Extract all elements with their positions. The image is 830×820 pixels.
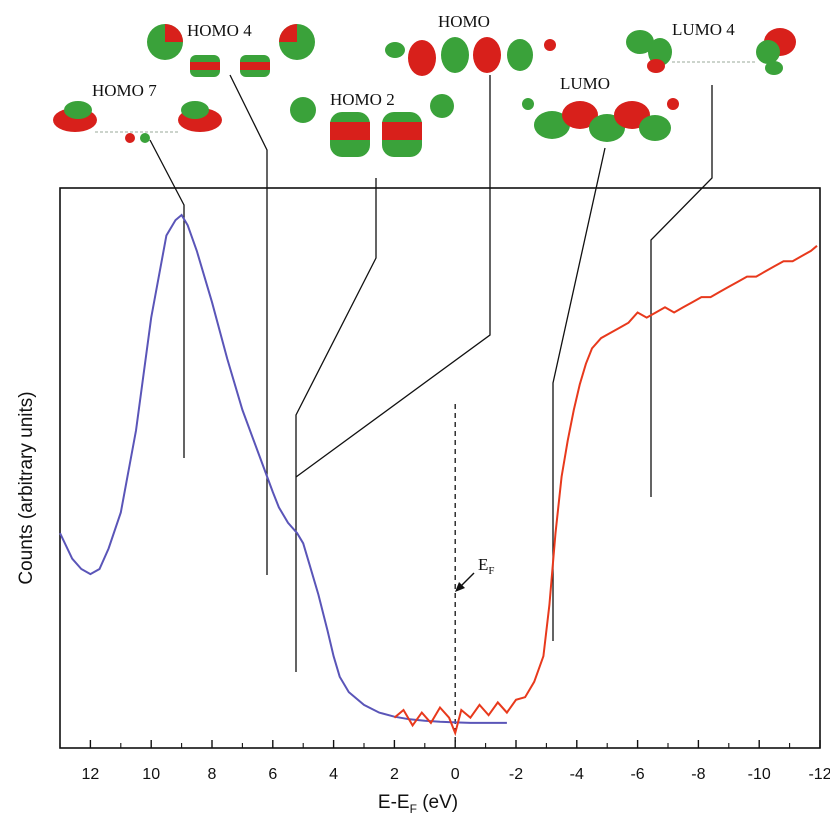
orbital-image-homo2 xyxy=(290,94,454,157)
leader-line-homo7 xyxy=(149,139,185,458)
orbital-label-homo: HOMO xyxy=(438,12,490,31)
x-tick-label: -2 xyxy=(509,766,523,783)
x-tick-label: 0 xyxy=(451,766,460,783)
orbital-label-lumo: LUMO xyxy=(560,74,610,93)
orbital-image-homo4 xyxy=(147,24,315,77)
x-tick-label: 8 xyxy=(208,766,217,783)
fermi-arrowhead xyxy=(455,582,465,592)
x-tick-label: -12 xyxy=(808,766,830,783)
leader-line-lumo4 xyxy=(650,85,713,497)
orbital-image-lumo xyxy=(522,98,679,142)
x-tick-label: -6 xyxy=(630,766,644,783)
x-tick-label: -4 xyxy=(570,766,584,783)
leader-line-homo4 xyxy=(229,74,268,575)
x-tick-label: 6 xyxy=(268,766,277,783)
series-line-occupied xyxy=(59,213,507,724)
x-axis-label: E-EF (eV) xyxy=(378,792,458,816)
orbital-label-homo4: HOMO 4 xyxy=(187,21,252,40)
fermi-label: EF xyxy=(478,555,495,577)
x-tick-label: 10 xyxy=(142,766,160,783)
orbital-label-homo7: HOMO 7 xyxy=(92,81,157,100)
x-tick-label: 4 xyxy=(329,766,338,783)
x-axis-ticks: 12 10 8 6 4 2 0 -2 -4 -6 -8 -10 -12 xyxy=(59,740,830,783)
plot-frame xyxy=(59,187,821,749)
leader-line-homo xyxy=(295,75,491,478)
y-axis-label: Counts (arbitrary units) xyxy=(16,391,37,584)
x-tick-label: -8 xyxy=(691,766,705,783)
leader-line-homo2 xyxy=(295,178,377,672)
series-line-unoccupied xyxy=(393,245,818,737)
orbital-label-homo2: HOMO 2 xyxy=(330,90,395,109)
orbital-image-lumo4 xyxy=(626,28,796,75)
x-tick-label: 12 xyxy=(82,766,100,783)
orbital-image-homo7 xyxy=(53,101,222,143)
orbital-label-lumo4: LUMO 4 xyxy=(672,20,735,39)
x-tick-label: -10 xyxy=(748,766,771,783)
x-tick-label: 2 xyxy=(390,766,399,783)
leader-line-lumo xyxy=(552,147,606,641)
leader-lines xyxy=(149,74,713,672)
orbital-image-homo xyxy=(385,37,556,76)
